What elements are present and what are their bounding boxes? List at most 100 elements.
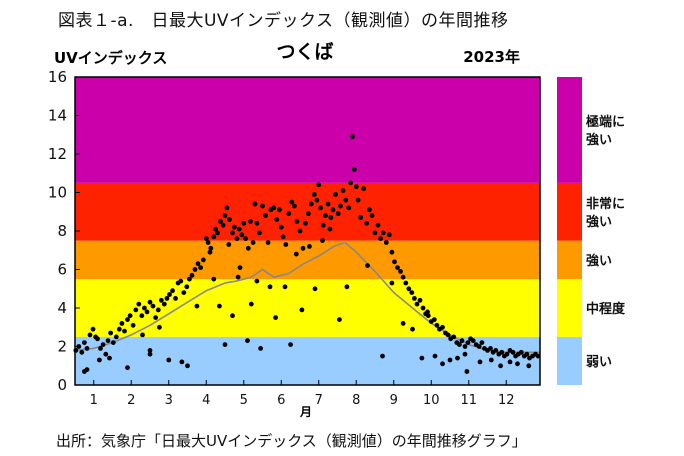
data-point-0-97: [274, 217, 280, 222]
data-point-0-25: [125, 365, 130, 371]
data-point-0-210: [499, 349, 505, 355]
data-point-0-28: [133, 307, 139, 313]
data-point-0-10: [100, 342, 106, 347]
legend-swatch-2: [557, 240, 582, 280]
data-point-0-113: [300, 245, 306, 251]
data-point-0-70: [227, 217, 232, 222]
chart-title: つくば: [276, 41, 333, 63]
x-tick-label-7: 8: [352, 393, 360, 408]
data-points: [73, 134, 541, 374]
data-point-0-141: [353, 184, 359, 190]
data-point-0-136: [343, 197, 349, 203]
climatology-line: [74, 241, 540, 354]
data-point-0-15: [113, 334, 119, 340]
x-tick-label-6: 7: [315, 393, 323, 408]
legend-swatch-1: [557, 279, 582, 337]
data-point-0-137: [346, 205, 352, 211]
data-point-0-115: [305, 211, 311, 217]
data-point-0-85: [243, 236, 249, 242]
data-point-0-91: [257, 230, 262, 236]
data-point-0-88: [250, 240, 256, 245]
data-point-0-122: [299, 307, 305, 313]
data-point-0-48: [189, 272, 195, 278]
data-point-0-69: [224, 205, 230, 211]
data-point-0-191: [462, 344, 468, 349]
x-tick-label-0: 1: [90, 393, 98, 408]
data-point-0-168: [417, 297, 423, 303]
data-point-0-99: [245, 338, 250, 344]
data-point-0-145: [344, 284, 350, 290]
data-point-0-57: [179, 359, 185, 365]
data-point-0-109: [289, 199, 295, 205]
data-point-0-166: [412, 296, 417, 301]
data-point-0-194: [440, 361, 445, 367]
data-point-0-29: [136, 301, 142, 307]
data-point-0-117: [311, 192, 317, 197]
data-point-0-154: [378, 236, 383, 242]
data-point-0-212: [477, 359, 483, 365]
data-point-0-19: [125, 317, 130, 322]
data-point-0-169: [420, 305, 426, 311]
data-point-0-208: [493, 348, 499, 353]
data-point-0-65: [215, 230, 220, 236]
data-point-0-111: [294, 219, 300, 224]
data-point-0-220: [518, 349, 524, 355]
data-point-0-93: [263, 213, 268, 219]
figure-title: 図表１-a. 日最大UVインデックス（観測値）の年間推移: [58, 11, 509, 31]
data-point-0-98: [277, 207, 282, 213]
data-point-0-54: [147, 348, 153, 353]
data-point-0-156: [383, 240, 389, 245]
x-tick-label-5: 6: [277, 393, 285, 408]
data-point-0-66: [218, 219, 223, 224]
data-point-0-181: [434, 322, 440, 328]
data-point-0-9: [98, 346, 103, 351]
y-axis-label: UVインデックス: [54, 49, 167, 67]
y-tick-label-8: 16: [48, 68, 67, 86]
band-4: [75, 77, 540, 183]
data-point-0-128: [323, 213, 328, 219]
climatology-line-layer: [74, 241, 540, 354]
data-point-0-36: [155, 307, 161, 313]
data-point-0-177: [419, 355, 425, 361]
data-point-0-217: [510, 349, 516, 355]
data-point-0-13: [108, 330, 113, 336]
data-point-0-142: [320, 238, 325, 244]
data-point-0-50: [195, 261, 201, 267]
data-point-0-49: [192, 267, 198, 272]
data-point-0-23: [97, 357, 102, 363]
data-point-0-146: [355, 197, 361, 203]
data-point-0-229: [526, 363, 532, 369]
data-point-0-94: [265, 240, 271, 245]
legend-swatch-4: [557, 77, 582, 183]
data-point-0-37: [158, 297, 164, 303]
data-point-0-121: [293, 251, 299, 257]
y-tick-label-6: 12: [48, 145, 67, 163]
data-point-0-125: [316, 182, 322, 188]
data-point-0-174: [389, 280, 395, 286]
data-point-0-105: [278, 224, 284, 230]
data-point-0-135: [340, 188, 346, 194]
data-point-0-60: [203, 236, 209, 242]
x-tick-label-1: 2: [127, 393, 135, 408]
year-label: 2023年: [463, 48, 520, 66]
legend-label-4-1: 強い: [586, 132, 612, 148]
y-tick-label-4: 8: [57, 222, 67, 240]
data-point-0-62: [208, 245, 214, 251]
data-point-0-147: [358, 215, 364, 220]
data-point-0-81: [237, 265, 243, 270]
data-point-0-176: [410, 326, 415, 332]
data-point-0-3: [82, 340, 87, 345]
data-point-0-106: [280, 234, 286, 240]
data-point-0-173: [380, 353, 385, 359]
data-point-0-68: [222, 213, 228, 219]
data-point-0-90: [254, 220, 260, 226]
data-point-0-148: [361, 186, 367, 192]
data-point-0-92: [260, 203, 265, 209]
data-point-0-4: [84, 346, 90, 351]
data-point-0-39: [164, 296, 170, 301]
data-point-0-162: [400, 274, 406, 280]
data-point-0-183: [440, 324, 445, 330]
band-0: [75, 336, 540, 385]
